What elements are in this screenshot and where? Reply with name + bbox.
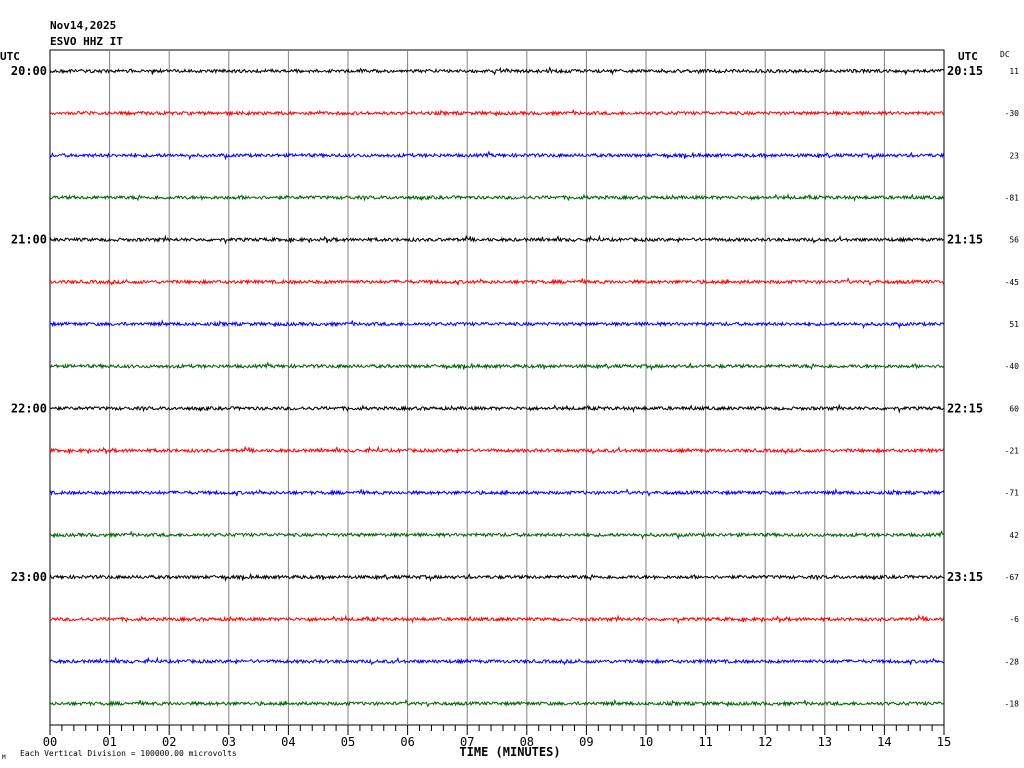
x-tick-label: 08: [520, 735, 534, 749]
seismic-traces: [49, 66, 945, 708]
plot-frame: [49, 49, 945, 726]
minute-grid: [109, 50, 885, 725]
seismic-trace: [49, 698, 945, 708]
seismic-trace: [49, 572, 945, 583]
x-tick-label: 02: [162, 735, 176, 749]
seismic-trace: [49, 530, 945, 541]
x-tick-label: 14: [877, 735, 891, 749]
dc-offset-value: -45: [1005, 278, 1020, 287]
vertical-division-note: Each Vertical Division = 100000.00 micro…: [20, 749, 237, 758]
utc-label-right: UTC: [958, 50, 978, 63]
hour-label-right: 23:15: [947, 570, 983, 584]
dc-offset-value: 23: [1009, 151, 1019, 160]
seismic-trace: [49, 109, 945, 117]
seismic-trace: [49, 150, 945, 161]
seismic-trace: [50, 403, 945, 414]
dc-offset-value: -81: [1005, 194, 1020, 203]
utc-label-left: UTC: [0, 50, 20, 63]
x-tick-label: 03: [222, 735, 236, 749]
recording-date: Nov14,2025: [50, 19, 117, 32]
hour-label-left: 21:00: [11, 233, 47, 247]
hour-label-right: 21:15: [947, 233, 983, 247]
dc-offset-value: 51: [1009, 320, 1019, 329]
hour-label-right: 20:15: [947, 64, 983, 78]
x-tick-label: 00: [43, 735, 57, 749]
dc-offset-value: -40: [1005, 362, 1020, 371]
x-tick-label: 09: [579, 735, 593, 749]
right-time-labels: 20:15 21:15 22:15 23:15: [947, 64, 983, 584]
x-tick-label: 13: [818, 735, 832, 749]
seismic-trace: [49, 66, 945, 76]
hour-label-left: 22:00: [11, 401, 47, 415]
x-axis-label: TIME (MINUTES): [459, 745, 560, 759]
dc-offset-value: 42: [1009, 531, 1019, 540]
dc-offset-labels: 11 -30 23 -81 56 -45 51 -40 60 -21 -71 42 -67 -6 -28 -1…: [1005, 67, 1020, 709]
dc-offset-value: -30: [1005, 109, 1020, 118]
x-axis-tick-labels: 00 01 02 03 04 05 06 07 08 09 10 11 12 13 14 15: [43, 735, 951, 749]
seismic-trace: [49, 234, 944, 245]
seismic-trace: [49, 319, 945, 330]
x-tick-label: 10: [639, 735, 653, 749]
x-tick-label: 15: [937, 735, 951, 749]
x-tick-label: 07: [460, 735, 474, 749]
hour-label-left: 20:00: [11, 64, 47, 78]
seismic-trace: [49, 656, 944, 666]
x-tick-label: 05: [341, 735, 355, 749]
dc-offset-value: 60: [1009, 404, 1019, 413]
hour-label-left: 23:00: [11, 570, 47, 584]
seismic-trace: [49, 361, 945, 372]
seismic-trace: [49, 192, 945, 203]
dc-offset-value: -18: [1005, 700, 1020, 709]
x-tick-label: 04: [281, 735, 295, 749]
dc-offset-value: -21: [1005, 447, 1020, 456]
seismic-trace: [49, 487, 945, 497]
x-axis-ticks: [49, 725, 945, 735]
x-tick-label: 06: [400, 735, 414, 749]
seismic-trace: [49, 445, 945, 455]
footer-mark: M: [2, 754, 6, 761]
x-tick-label: 12: [758, 735, 772, 749]
dc-offset-value: -28: [1005, 657, 1020, 666]
dc-offset-value: -71: [1005, 489, 1020, 498]
dc-offset-value: 56: [1009, 236, 1019, 245]
station-channel: ESVO HHZ IT: [50, 35, 123, 48]
left-time-labels: 20:00 21:00 22:00 23:00: [11, 64, 47, 584]
seismic-trace: [49, 614, 945, 625]
dc-offset-value: -6: [1009, 615, 1019, 624]
dc-offset-value: -67: [1005, 573, 1020, 582]
hour-label-right: 22:15: [947, 401, 983, 415]
x-tick-label: 01: [102, 735, 116, 749]
x-tick-label: 11: [698, 735, 712, 749]
dc-offset-value: 11: [1009, 67, 1019, 76]
seismic-trace: [49, 277, 945, 286]
dc-column-label: DC: [1000, 50, 1010, 59]
